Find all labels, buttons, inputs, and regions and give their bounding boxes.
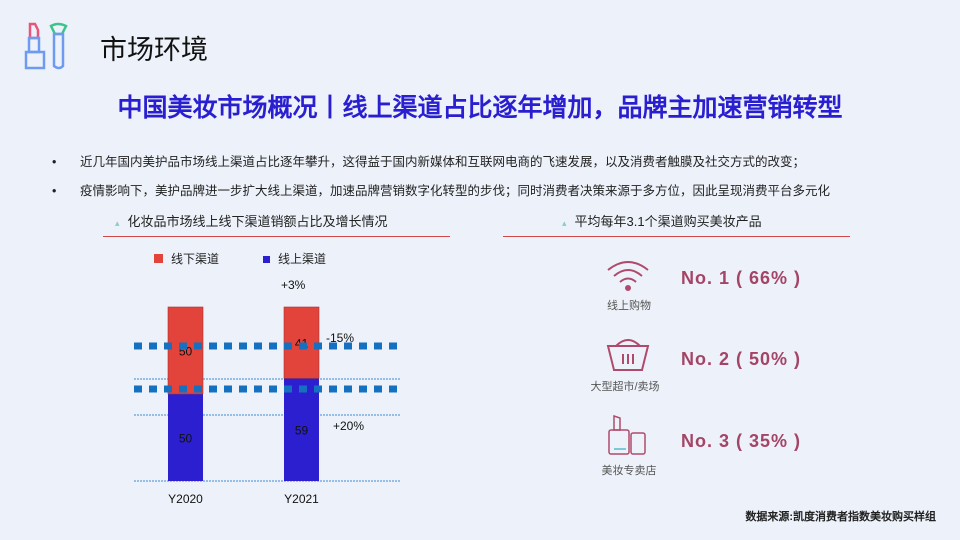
data-source: 数据来源:凯度消费者指数美妆购买样组: [745, 511, 936, 523]
bullet-1: • 近几年国内美护品市场线上渠道占比逐年攀升，这得益于国内新媒体和互联网电商的飞速…: [52, 151, 805, 170]
section-title: 市场环境: [100, 35, 208, 65]
basket-icon: [606, 339, 650, 371]
bullet-text: 疫情影响下，美护品牌进一步扩大线上渠道，加速品牌营销数字化转型的步伐；同时消费者…: [80, 184, 831, 198]
right-panel-title-text: 平均每年3.1个渠道购买美妆产品: [574, 214, 762, 229]
legend-offline: 线下渠道: [154, 250, 219, 267]
annotation-online: +20%: [333, 419, 365, 433]
rank-label: 大型超市/卖场: [590, 381, 660, 393]
right-panel-divider: [503, 236, 850, 237]
legend-label: 线下渠道: [171, 252, 220, 266]
annotation-offline: -15%: [326, 331, 355, 345]
left-panel-title: ▴ 化妆品市场线上线下渠道销额占比及增长情况: [115, 211, 388, 230]
rank-value: No. 2 ( 50% ): [681, 349, 802, 369]
headline: 中国美妆市场概况丨线上渠道占比逐年增加，品牌主加速营销转型: [117, 94, 843, 122]
bullet-symbol: •: [52, 155, 57, 169]
bullet-2: • 疫情影响下，美护品牌进一步扩大线上渠道，加速品牌营销数字化转型的步伐；同时消费…: [52, 180, 830, 199]
left-panel-title-text: 化妆品市场线上线下渠道销额占比及增长情况: [127, 214, 388, 229]
lipstick-brush-icon: [24, 22, 68, 70]
cosmetics-icon: [608, 414, 646, 455]
bottle-icon: ▴: [562, 218, 567, 228]
legend-label: 线上渠道: [278, 252, 327, 266]
bullet-symbol: •: [52, 184, 57, 198]
legend-swatch: [154, 254, 163, 263]
wifi-icon: [607, 261, 649, 291]
bar-online-Y2021: [284, 378, 319, 481]
data-label: 59: [295, 424, 309, 438]
bar-online-Y2020: [168, 394, 203, 481]
annotation-total: +3%: [281, 278, 306, 292]
bar-offline-Y2020: [167, 306, 204, 395]
x-tick-label: Y2020: [168, 492, 203, 506]
legend-swatch: [263, 256, 270, 263]
right-panel-title: ▴ 平均每年3.1个渠道购买美妆产品: [562, 211, 762, 230]
legend-online: 线上渠道: [263, 250, 326, 267]
rank-label: 美妆专卖店: [601, 465, 657, 477]
bullet-text: 近几年国内美护品市场线上渠道占比逐年攀升，这得益于国内新媒体和互联网电商的飞速发…: [80, 155, 806, 169]
data-label: 50: [179, 432, 193, 446]
rank-label: 线上购物: [607, 300, 651, 312]
left-panel-divider: [103, 236, 450, 237]
bottle-icon: ▴: [115, 218, 120, 228]
rank-value: No. 3 ( 35% ): [681, 431, 802, 451]
rank-value: No. 1 ( 66% ): [681, 268, 802, 288]
x-tick-label: Y2021: [284, 492, 319, 506]
